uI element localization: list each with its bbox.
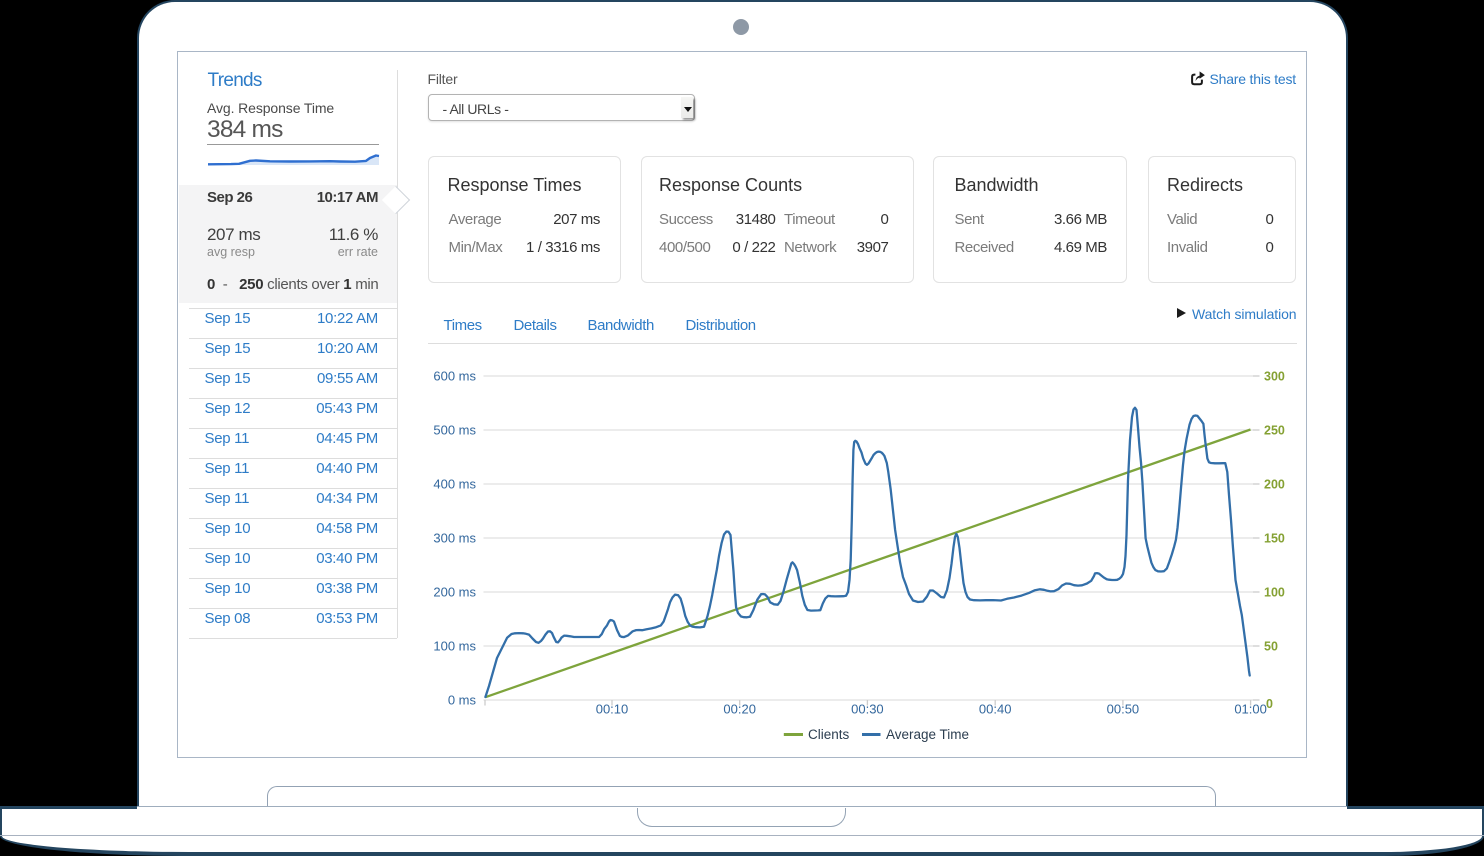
svg-text:00:20: 00:20	[723, 702, 756, 717]
svg-text:01:00: 01:00	[1234, 702, 1267, 717]
svg-text:200: 200	[1264, 478, 1285, 492]
svg-text:250: 250	[1264, 424, 1285, 438]
svg-text:300: 300	[1264, 370, 1285, 384]
svg-text:100 ms: 100 ms	[433, 639, 476, 654]
svg-text:400 ms: 400 ms	[433, 477, 476, 492]
svg-text:Clients: Clients	[808, 727, 850, 742]
svg-text:200 ms: 200 ms	[433, 585, 476, 600]
svg-text:50: 50	[1264, 640, 1278, 654]
svg-text:150: 150	[1264, 532, 1285, 546]
svg-text:0: 0	[1266, 697, 1273, 711]
svg-text:Average Time: Average Time	[886, 727, 969, 742]
svg-text:600 ms: 600 ms	[433, 369, 476, 384]
svg-text:00:10: 00:10	[596, 702, 629, 717]
svg-text:300 ms: 300 ms	[433, 531, 476, 546]
svg-text:00:50: 00:50	[1107, 702, 1140, 717]
svg-text:500 ms: 500 ms	[433, 423, 476, 438]
svg-text:100: 100	[1264, 586, 1285, 600]
svg-text:00:40: 00:40	[979, 702, 1012, 717]
svg-text:0 ms: 0 ms	[448, 693, 477, 708]
svg-text:00:30: 00:30	[851, 702, 884, 717]
